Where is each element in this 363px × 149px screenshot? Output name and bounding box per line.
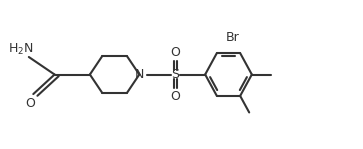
Text: N: N <box>135 68 144 81</box>
Text: Br: Br <box>225 31 239 44</box>
Text: S: S <box>171 68 179 81</box>
Text: H$_2$N: H$_2$N <box>8 42 34 57</box>
Text: O: O <box>25 97 35 110</box>
Text: O: O <box>170 46 180 59</box>
Text: O: O <box>170 90 180 103</box>
